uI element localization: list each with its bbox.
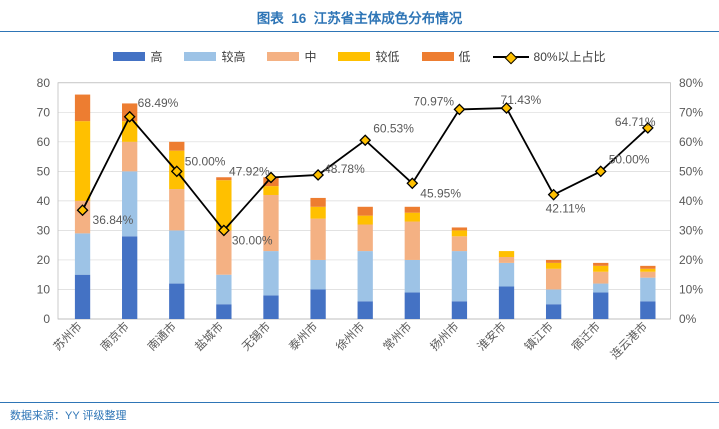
svg-text:64.71%: 64.71%	[615, 115, 656, 129]
svg-text:盐城市: 盐城市	[192, 319, 226, 353]
svg-text:45.95%: 45.95%	[420, 186, 461, 200]
svg-text:苏州市: 苏州市	[50, 319, 84, 353]
svg-text:40%: 40%	[679, 194, 703, 208]
svg-text:70%: 70%	[679, 105, 703, 119]
svg-text:50: 50	[37, 164, 51, 178]
svg-text:48.78%: 48.78%	[324, 162, 365, 176]
svg-text:47.92%: 47.92%	[229, 164, 270, 178]
svg-text:50.00%: 50.00%	[185, 154, 226, 168]
svg-text:徐州市: 徐州市	[333, 319, 367, 353]
svg-text:南京市: 南京市	[97, 319, 131, 353]
svg-text:42.11%: 42.11%	[546, 202, 586, 216]
svg-text:0%: 0%	[679, 312, 697, 326]
svg-text:71.43%: 71.43%	[501, 93, 542, 107]
svg-text:10: 10	[37, 282, 51, 296]
svg-text:40: 40	[37, 194, 51, 208]
svg-text:连云港市: 连云港市	[608, 319, 650, 361]
svg-text:无锡市: 无锡市	[239, 319, 273, 353]
svg-text:扬州市: 扬州市	[427, 319, 461, 353]
svg-text:常州市: 常州市	[380, 319, 414, 353]
svg-text:60%: 60%	[679, 135, 703, 149]
svg-text:60.53%: 60.53%	[373, 121, 414, 135]
svg-text:60: 60	[37, 135, 51, 149]
svg-text:50.00%: 50.00%	[609, 152, 650, 166]
svg-text:泰州市: 泰州市	[286, 319, 320, 353]
svg-text:36.84%: 36.84%	[93, 213, 134, 227]
svg-text:68.49%: 68.49%	[138, 96, 179, 110]
svg-text:70.97%: 70.97%	[413, 94, 454, 108]
svg-text:宿迁市: 宿迁市	[569, 319, 603, 353]
svg-text:20%: 20%	[679, 253, 703, 267]
svg-text:0: 0	[43, 312, 50, 326]
svg-text:30.00%: 30.00%	[232, 233, 273, 247]
svg-text:南通市: 南通市	[145, 319, 179, 353]
svg-text:淮安市: 淮安市	[474, 319, 508, 353]
svg-text:70: 70	[37, 105, 51, 119]
svg-text:20: 20	[37, 253, 51, 267]
svg-text:30: 30	[37, 223, 51, 237]
svg-text:50%: 50%	[679, 164, 703, 178]
svg-text:80: 80	[37, 76, 51, 90]
svg-text:80%: 80%	[679, 76, 703, 90]
svg-text:镇江市: 镇江市	[521, 319, 555, 353]
svg-text:10%: 10%	[679, 282, 703, 296]
svg-text:30%: 30%	[679, 223, 703, 237]
